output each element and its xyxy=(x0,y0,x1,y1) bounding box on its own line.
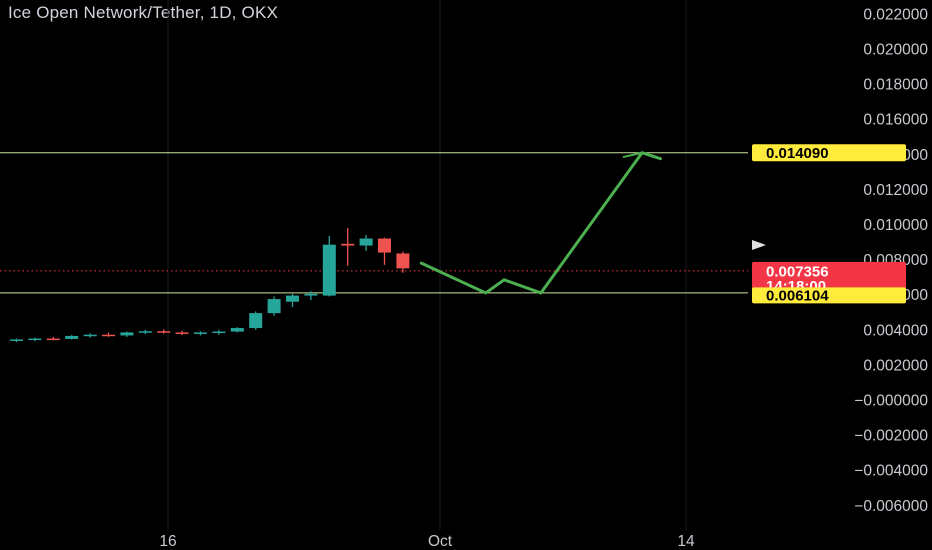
candle-body xyxy=(102,334,115,337)
horizontal-levels xyxy=(0,152,748,294)
candle-body xyxy=(120,332,134,336)
candle[interactable] xyxy=(46,336,60,341)
chart-title: Ice Open Network/Tether, 1D, OKX xyxy=(8,3,279,22)
projection-arrowhead xyxy=(622,151,644,158)
candle-body xyxy=(10,339,23,341)
y-tick-label: 0.020000 xyxy=(863,42,928,59)
candle[interactable] xyxy=(120,331,134,337)
candle-body xyxy=(267,299,281,314)
y-tick-label: −0.000000 xyxy=(854,393,928,410)
projection-path xyxy=(419,151,662,295)
y-tick-label: −0.002000 xyxy=(854,428,928,445)
target-price-tag: 0.014090 xyxy=(752,144,906,162)
candle-body xyxy=(46,338,60,341)
candle[interactable] xyxy=(230,327,244,333)
candle[interactable] xyxy=(378,237,391,265)
candle-body xyxy=(304,293,318,296)
candle[interactable] xyxy=(10,338,23,343)
x-tick-label: 14 xyxy=(677,533,695,550)
candle[interactable] xyxy=(138,329,152,335)
y-tick-label: 0.002000 xyxy=(863,357,928,374)
candle-body xyxy=(359,238,373,246)
candle-body xyxy=(28,338,42,341)
candle[interactable] xyxy=(28,337,42,342)
candle[interactable] xyxy=(286,293,299,307)
candle-body xyxy=(212,331,226,334)
candle-body xyxy=(378,238,391,253)
candle-body xyxy=(396,253,410,269)
candle[interactable] xyxy=(65,335,79,340)
y-tick-label: 0.012000 xyxy=(863,182,928,199)
candle[interactable] xyxy=(102,332,115,337)
candle[interactable] xyxy=(304,291,318,300)
candlestick-series xyxy=(10,228,410,343)
projection-line[interactable] xyxy=(419,151,662,295)
time-axis: 16 Oct 14 xyxy=(159,533,695,550)
candle-body xyxy=(230,328,244,332)
y-tick-label: 0.018000 xyxy=(863,77,928,94)
candle[interactable] xyxy=(212,329,226,335)
y-tick-label: 0.016000 xyxy=(863,112,928,129)
candle-body xyxy=(83,334,97,337)
y-tick-label: 0.010000 xyxy=(863,217,928,234)
x-tick-label: Oct xyxy=(428,533,453,550)
candle[interactable] xyxy=(175,330,189,336)
candle[interactable] xyxy=(359,235,373,251)
candle[interactable] xyxy=(341,228,355,266)
candle[interactable] xyxy=(249,311,263,330)
candle[interactable] xyxy=(396,251,410,273)
support-price-label: 0.006104 xyxy=(766,287,829,304)
target-price-label: 0.014090 xyxy=(766,145,829,162)
candle-body xyxy=(138,331,152,333)
y-tick-label: 0.022000 xyxy=(863,6,928,23)
candle-body xyxy=(249,313,263,329)
y-tick-label: 0.004000 xyxy=(863,322,928,339)
candle-body xyxy=(65,335,79,339)
x-tick-label: 16 xyxy=(159,533,176,550)
candle-body xyxy=(341,243,355,246)
candle[interactable] xyxy=(157,329,171,334)
candle-body xyxy=(286,295,299,302)
candle-body xyxy=(194,332,207,334)
scroll-right-icon[interactable] xyxy=(752,240,766,250)
candle[interactable] xyxy=(83,333,97,338)
current-price-label: 0.007356 xyxy=(766,263,829,280)
grid-lines xyxy=(167,0,687,530)
candle[interactable] xyxy=(322,235,336,297)
support-price-tag: 0.006104 xyxy=(752,287,906,304)
y-tick-label: −0.004000 xyxy=(854,463,928,480)
price-axis: 0.0220000.0200000.0180000.0160000.014000… xyxy=(854,6,928,514)
candle[interactable] xyxy=(194,331,207,336)
candle-body xyxy=(157,331,171,333)
candle-body xyxy=(175,332,189,334)
y-tick-label: −0.006000 xyxy=(854,498,928,515)
candle-body xyxy=(322,244,336,296)
candle[interactable] xyxy=(267,296,281,316)
